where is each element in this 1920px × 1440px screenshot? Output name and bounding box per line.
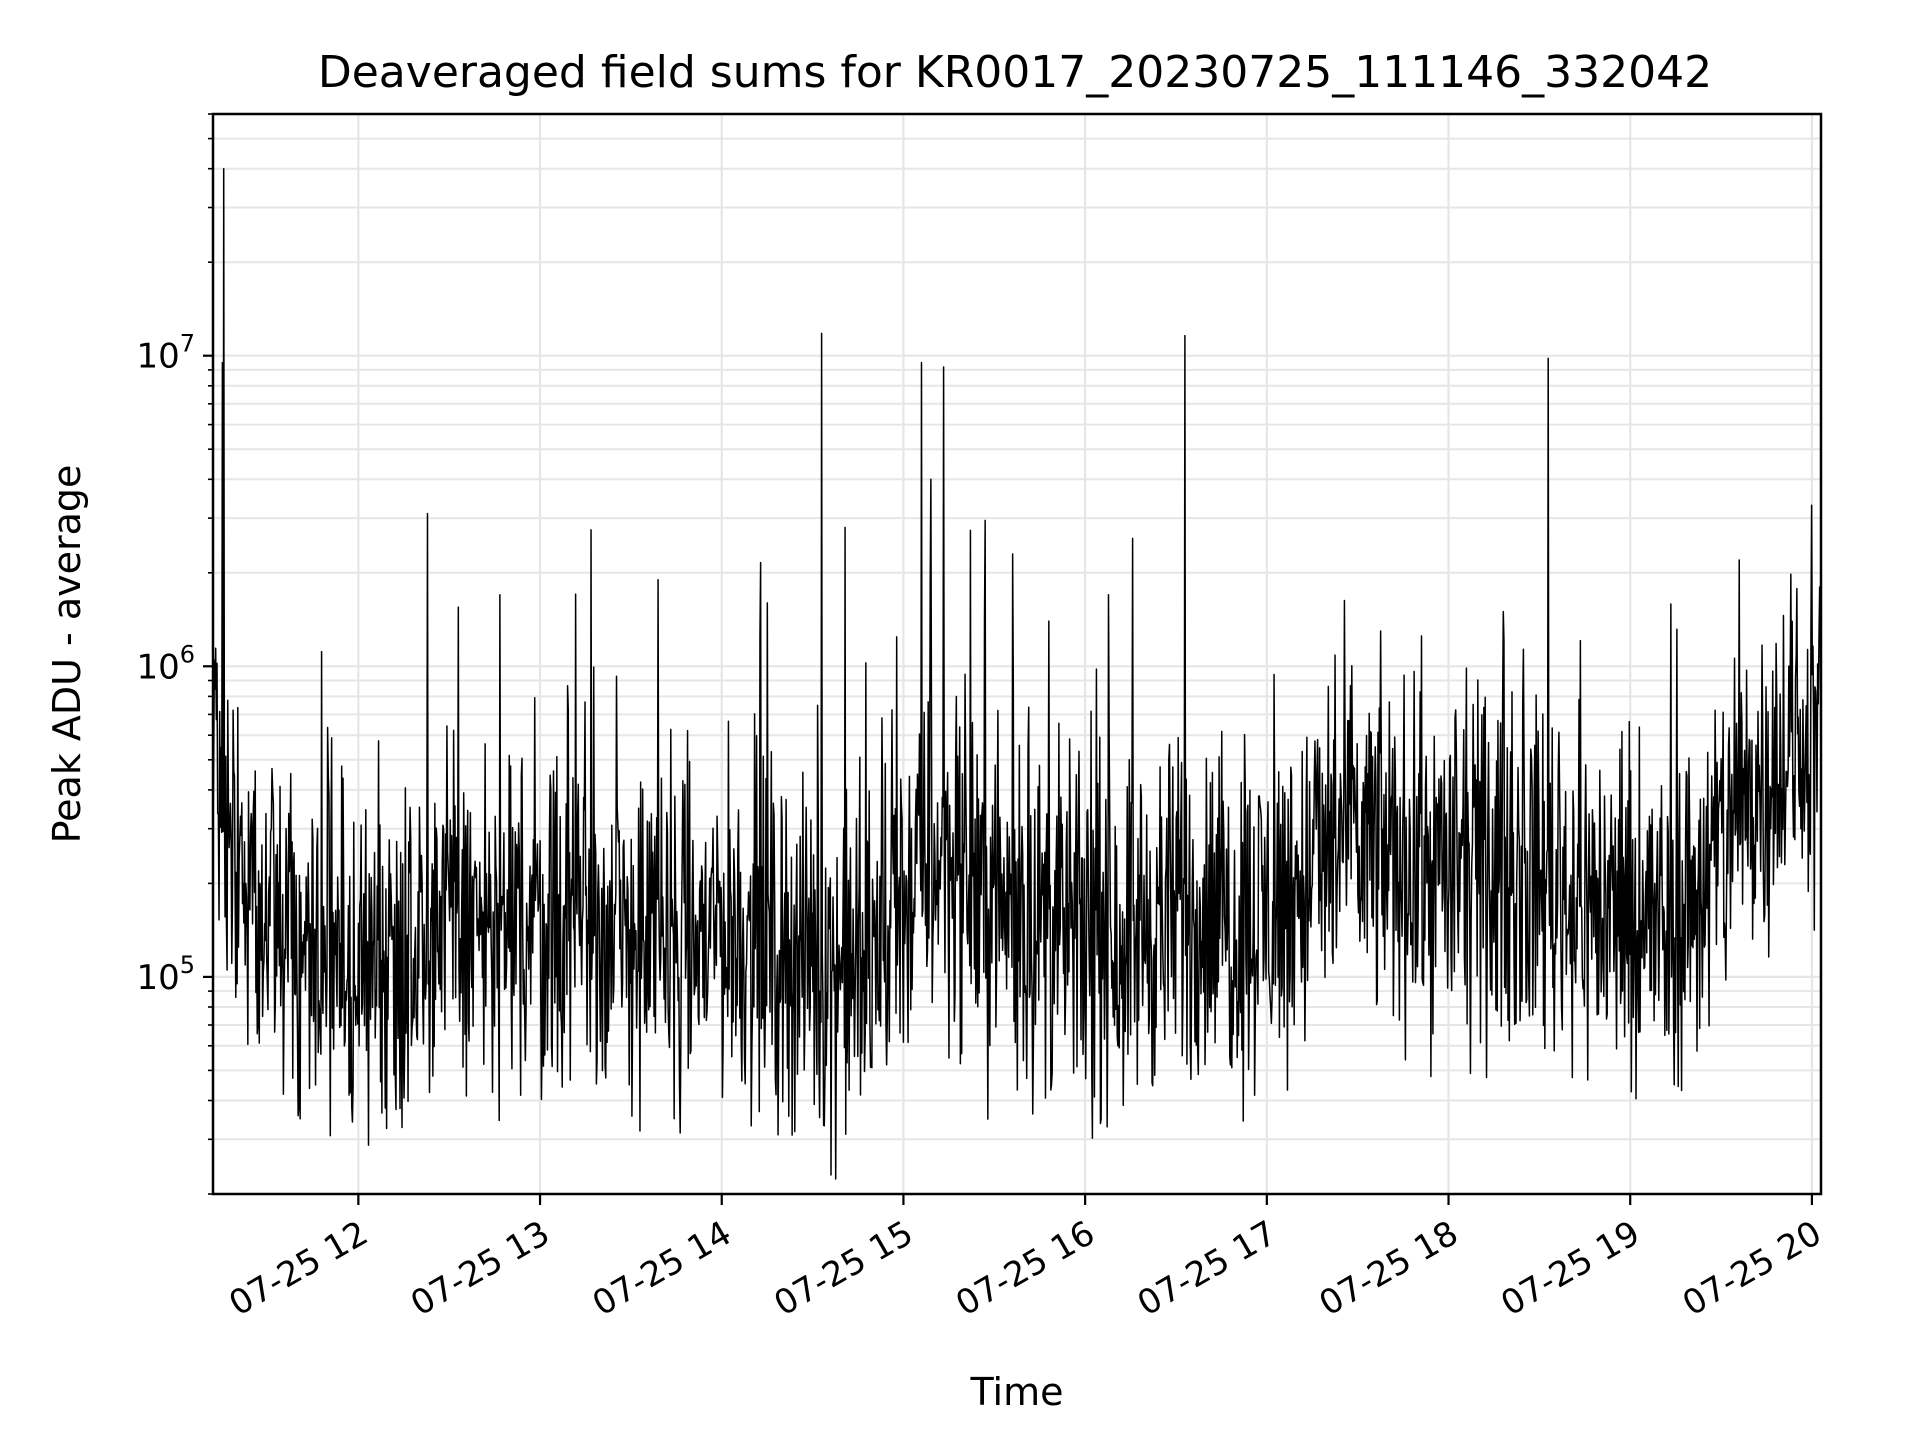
- y-axis: 105 106 107: [136, 113, 213, 1195]
- plot-frame: [211, 112, 1823, 1196]
- y-tick-label: 106: [136, 640, 195, 687]
- series-group: [212, 167, 1822, 1180]
- y-tick-label: 105: [136, 951, 195, 998]
- series-line: [212, 167, 1822, 1180]
- y-tick-label: 107: [136, 330, 195, 377]
- x-axis-label: Time: [970, 1370, 1064, 1414]
- chart-title: Deaveraged field sums for KR0017_2023072…: [318, 47, 1712, 98]
- y-axis-label: Peak ADU - average: [45, 465, 89, 844]
